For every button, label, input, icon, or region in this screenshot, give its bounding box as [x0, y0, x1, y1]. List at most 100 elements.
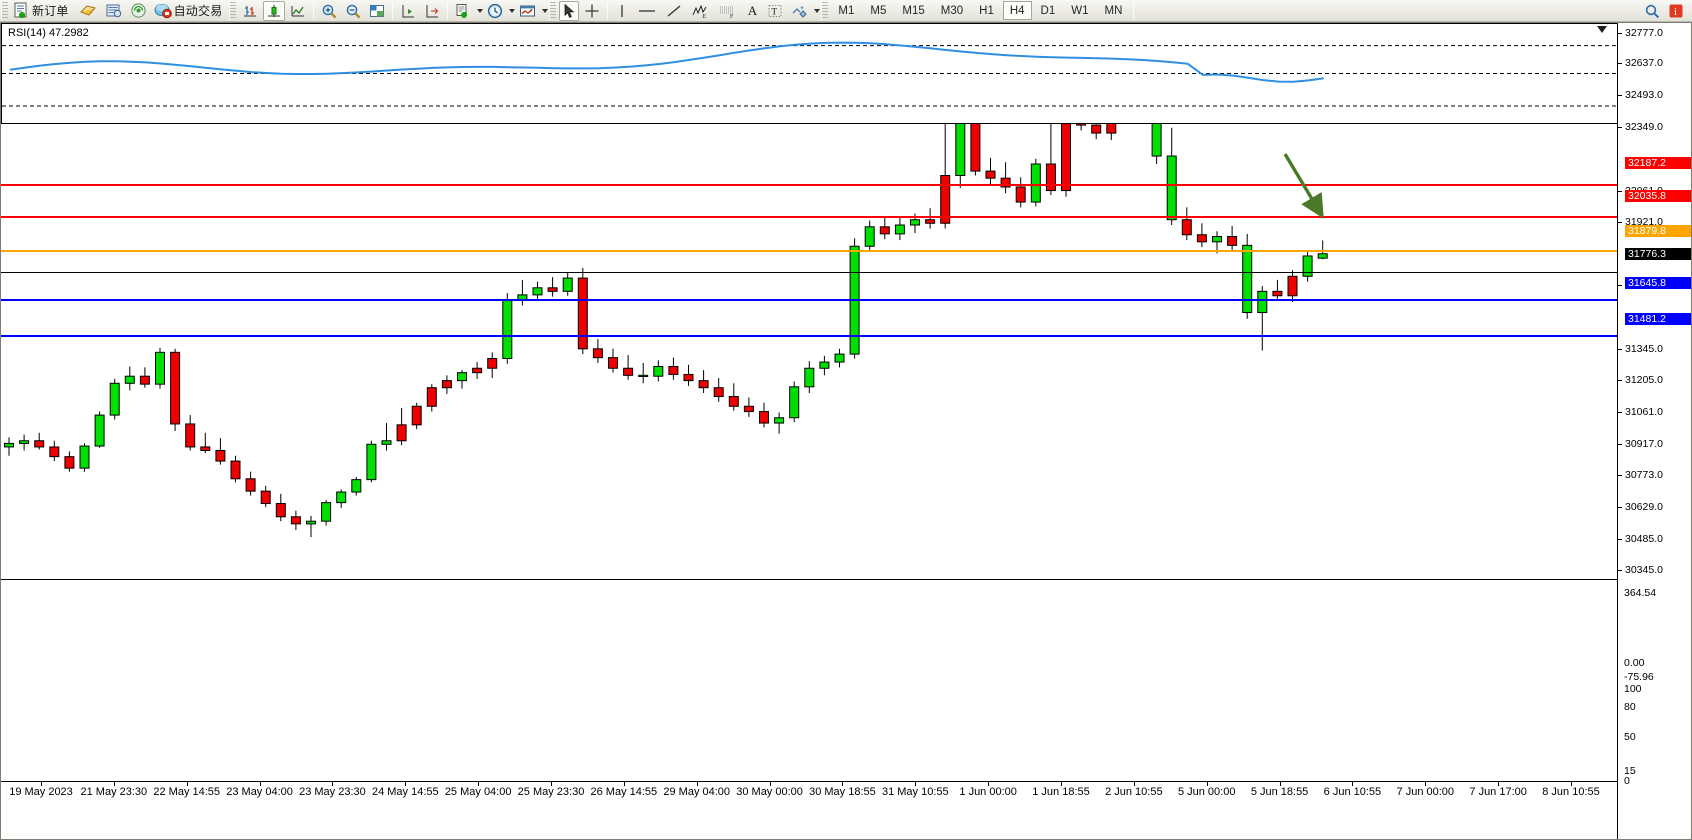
price-tag-support-1[interactable]: 31645.8: [1625, 276, 1691, 289]
search-button[interactable]: [1641, 1, 1663, 21]
terminal-icon: [106, 4, 121, 18]
line-chart-button[interactable]: [287, 1, 309, 21]
price-tick-label: 30345.0: [1625, 564, 1663, 577]
profile-button[interactable]: [76, 1, 100, 21]
svg-text:T: T: [772, 6, 778, 16]
price-tag-pivot-line[interactable]: 31879.8: [1625, 224, 1691, 237]
chart-scroll-caret[interactable]: [1597, 26, 1607, 33]
time-tick-label: 25 May 23:30: [517, 786, 585, 798]
time-tick: [915, 782, 917, 786]
level-line-current-price[interactable]: [1, 272, 1619, 273]
candlestick-chart-button[interactable]: [263, 0, 286, 21]
time-tick: [1133, 782, 1135, 786]
toolbar-grip[interactable]: [1, 1, 8, 20]
chart-type-grip[interactable]: [229, 1, 237, 20]
timeframe-m5[interactable]: M5: [870, 4, 887, 17]
time-tick-label: 29 May 04:00: [663, 786, 731, 798]
svg-text:i: i: [1674, 6, 1677, 18]
timeframe-m30[interactable]: M30: [940, 4, 964, 17]
zoom-in-button[interactable]: [318, 1, 340, 21]
timeframe-m15[interactable]: M15: [902, 4, 925, 17]
drawing-tools-grip[interactable]: [549, 1, 557, 20]
time-axis[interactable]: 19 May 2023 21 May 23:30 22 May 14:55 23 Ma…: [1, 781, 1619, 839]
indicators-dropdown-caret[interactable]: [477, 8, 484, 13]
shapes-dropdown-caret[interactable]: [814, 8, 821, 13]
rsi-scale-80: 80: [1624, 701, 1636, 713]
price-tag-current-price[interactable]: 31776.3: [1625, 247, 1691, 260]
shapes-button[interactable]: [788, 1, 811, 21]
elliott-icon: E: [692, 4, 707, 19]
help-button[interactable]: i: [1665, 1, 1687, 21]
time-tick-label: 8 Jun 10:55: [1542, 786, 1600, 798]
time-tick: [1061, 782, 1062, 786]
level-line-resistance-1[interactable]: [1, 216, 1619, 218]
rsi-panel[interactable]: RSI(14) 47.2982: [1, 23, 1619, 124]
timeframe-h1[interactable]: H1: [979, 4, 994, 17]
indicators-button[interactable]: [452, 1, 474, 21]
trendline-button[interactable]: [662, 1, 686, 21]
time-tick-label: 6 Jun 10:55: [1323, 786, 1382, 798]
time-tick-label: 25 May 04:00: [444, 786, 512, 798]
price-tick-label: 32637.0: [1625, 57, 1663, 70]
timeframe-d1[interactable]: D1: [1040, 4, 1056, 17]
svg-text:E: E: [703, 14, 707, 19]
timeframe-h4[interactable]: H4: [1002, 1, 1032, 20]
toolbar-separator-1: [313, 2, 315, 19]
bar-chart-button[interactable]: [239, 1, 261, 21]
time-tick: [478, 782, 480, 786]
time-tick-label: 26 May 14:55: [590, 786, 658, 798]
level-line-support-2[interactable]: [1, 335, 1619, 337]
time-tick: [1425, 782, 1427, 786]
cursor-button[interactable]: [559, 0, 580, 21]
crosshair-button[interactable]: [581, 1, 603, 21]
price-tick-label: 30629.0: [1625, 501, 1663, 514]
price-tick: [1618, 570, 1622, 572]
time-tick-label: 19 May 2023: [9, 786, 73, 798]
data-window-button[interactable]: [366, 1, 388, 21]
zoom-out-button[interactable]: [342, 1, 364, 21]
price-tick-label: 30917.0: [1625, 437, 1663, 450]
price-tick-label: 32777.0: [1625, 26, 1663, 39]
level-line-support-1[interactable]: [1, 299, 1619, 301]
elliott-wave-button[interactable]: E: [688, 1, 712, 21]
fibonacci-button[interactable]: F: [714, 1, 740, 21]
timeframe-m1[interactable]: M1: [838, 4, 855, 17]
time-tick-label: 5 Jun 18:55: [1250, 786, 1309, 798]
signals-button[interactable]: [127, 1, 150, 21]
period-dropdown-caret[interactable]: [509, 8, 516, 13]
templates-dropdown-caret[interactable]: [542, 8, 549, 13]
price-tag-support-2[interactable]: 31481.2: [1625, 312, 1691, 325]
text-label-button[interactable]: T: [764, 1, 786, 21]
vertical-line-button[interactable]: [612, 1, 632, 21]
level-line-pivot[interactable]: [1, 250, 1619, 252]
time-tick-label: 2 Jun 10:55: [1105, 786, 1163, 798]
zoom-out-icon: [347, 4, 361, 18]
period-button[interactable]: [484, 1, 506, 21]
terminal-button[interactable]: [102, 1, 125, 21]
price-axis[interactable]: 32777.032637.032493.032349.032061.031921…: [1617, 23, 1691, 839]
text-button[interactable]: A: [747, 2, 758, 18]
shift-end-button[interactable]: [397, 1, 419, 21]
new-order-label: 新订单: [32, 4, 69, 18]
horizontal-line-button[interactable]: [634, 1, 660, 21]
timeframe-w1[interactable]: W1: [1071, 4, 1089, 17]
price-tick: [1618, 411, 1622, 413]
time-tick-label: 21 May 23:30: [80, 786, 148, 798]
line-chart-icon: [291, 5, 305, 16]
price-tag-resistance-1[interactable]: 32035.8: [1625, 190, 1691, 203]
timeframe-grip[interactable]: [821, 1, 829, 20]
crosshair-icon: [585, 4, 599, 17]
toolbar-separator-3: [447, 2, 449, 19]
time-tick-label: 1 Jun 18:55: [1032, 786, 1090, 798]
chart-frame[interactable]: JPN225-,H4 31756.0 31835.7 31751.2 31776…: [0, 22, 1692, 840]
auto-trading-button[interactable]: 自动交易: [152, 1, 228, 21]
timeframe-mn[interactable]: MN: [1104, 4, 1123, 17]
text-label-icon: T: [768, 4, 782, 17]
templates-button[interactable]: [516, 1, 539, 21]
auto-scroll-button[interactable]: [421, 1, 443, 21]
new-order-button[interactable]: 新订单: [11, 1, 74, 21]
level-line-resistance-2[interactable]: [1, 184, 1619, 186]
price-tick: [1618, 63, 1622, 65]
time-tick: [769, 782, 771, 786]
price-tag-resistance-2[interactable]: 32187.2: [1625, 156, 1691, 169]
